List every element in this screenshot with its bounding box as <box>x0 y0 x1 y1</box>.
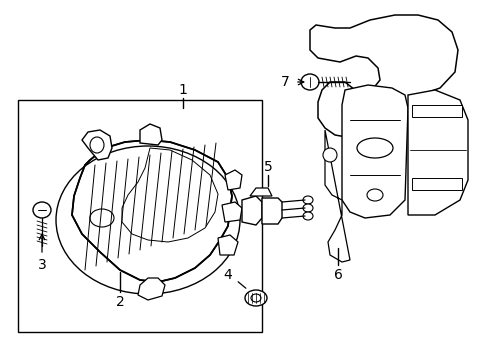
Ellipse shape <box>90 209 114 227</box>
Polygon shape <box>140 124 162 145</box>
Ellipse shape <box>356 138 392 158</box>
Polygon shape <box>262 198 282 224</box>
Polygon shape <box>222 202 242 222</box>
Text: 2: 2 <box>115 295 124 309</box>
Polygon shape <box>82 130 112 160</box>
Text: 1: 1 <box>178 83 187 97</box>
Bar <box>411 105 461 117</box>
Polygon shape <box>407 90 467 215</box>
Polygon shape <box>341 85 407 218</box>
Polygon shape <box>72 140 231 282</box>
Text: 6: 6 <box>333 268 342 282</box>
Ellipse shape <box>303 204 312 212</box>
Ellipse shape <box>366 189 382 201</box>
Text: 5: 5 <box>263 160 272 174</box>
Polygon shape <box>138 278 164 300</box>
Text: 7: 7 <box>280 75 289 89</box>
Polygon shape <box>309 15 457 138</box>
Text: 4: 4 <box>223 268 232 282</box>
Polygon shape <box>218 235 238 255</box>
Ellipse shape <box>303 212 312 220</box>
Ellipse shape <box>33 202 51 218</box>
Polygon shape <box>224 170 242 190</box>
Bar <box>411 178 461 190</box>
Polygon shape <box>249 188 271 196</box>
Text: 3: 3 <box>38 258 46 272</box>
Ellipse shape <box>303 196 312 204</box>
Polygon shape <box>325 130 349 262</box>
Ellipse shape <box>250 294 261 302</box>
Ellipse shape <box>323 148 336 162</box>
Polygon shape <box>242 196 262 225</box>
Ellipse shape <box>301 74 318 90</box>
Bar <box>18 100 262 332</box>
Ellipse shape <box>244 290 266 306</box>
Ellipse shape <box>90 137 104 153</box>
